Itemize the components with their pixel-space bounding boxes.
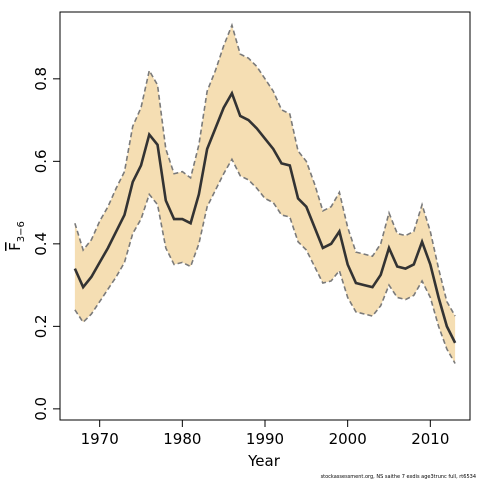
x-tick-label: 2010 [411, 430, 449, 448]
y-tick-label: 0.6 [32, 149, 50, 173]
y-tick-label: 0.4 [32, 232, 50, 256]
y-tick-group: 0.0 [32, 397, 50, 421]
band-edge [74, 22, 456, 317]
y-tick-group: 0.8 [32, 67, 50, 91]
x-tick-label: 2000 [329, 430, 367, 448]
y-axis-label-text: F3−6 [6, 221, 27, 251]
x-tick-label: 1970 [81, 430, 119, 448]
estimate-line [73, 90, 457, 344]
x-tick-label: 1980 [163, 430, 201, 448]
y-tick-group: 0.6 [32, 149, 50, 173]
y-tick-label: 0.8 [32, 67, 50, 91]
y-tick-label: 0.0 [32, 397, 50, 421]
band-edge [74, 157, 456, 364]
x-tick-label: 1990 [246, 430, 284, 448]
confidence-band [74, 25, 456, 364]
y-tick-group: 0.2 [32, 314, 50, 338]
y-label-sub: 3−6 [16, 221, 27, 242]
y-tick-label: 0.2 [32, 314, 50, 338]
y-label-main: F [6, 242, 24, 251]
footnote: stockassessment.org, NS saithe 7 exdis a… [321, 474, 476, 480]
y-axis-label: F3−6 [6, 221, 27, 251]
x-axis-label: Year [247, 452, 281, 470]
y-tick-group: 0.4 [32, 232, 50, 256]
